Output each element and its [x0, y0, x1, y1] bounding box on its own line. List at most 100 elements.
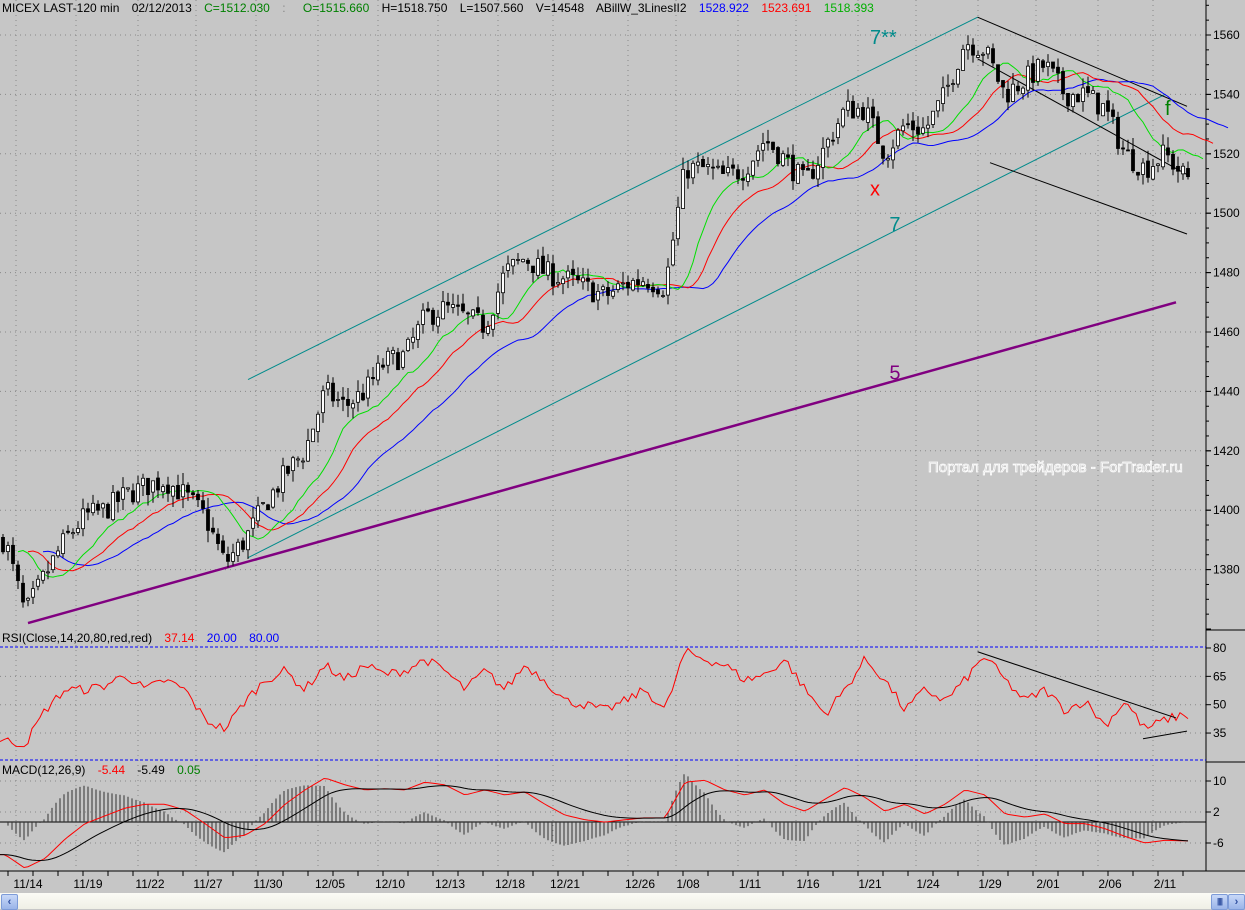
candle	[941, 87, 945, 104]
x-tick-label: 12/18	[495, 877, 525, 891]
trendline	[247, 93, 1166, 559]
candle	[931, 110, 935, 125]
candle	[131, 490, 135, 503]
candle	[206, 509, 210, 531]
candle	[691, 162, 695, 179]
candle	[776, 147, 780, 165]
candle	[221, 540, 225, 553]
candle	[461, 303, 465, 312]
candle	[491, 314, 495, 330]
candle	[1076, 94, 1080, 103]
candle	[441, 301, 445, 320]
candle	[1091, 90, 1095, 94]
candle	[816, 164, 820, 180]
candle	[526, 259, 530, 264]
x-tick-label: 11/22	[135, 877, 164, 891]
price-tick-label: 1400	[1213, 503, 1240, 517]
candle	[31, 588, 35, 598]
candle	[1181, 165, 1185, 175]
price-tick-label: 1460	[1213, 325, 1240, 339]
candle	[231, 552, 235, 562]
candle	[996, 64, 1000, 82]
candle	[676, 206, 680, 240]
candle	[761, 143, 765, 151]
candle	[391, 349, 395, 355]
price-tick-label: 1480	[1213, 266, 1240, 280]
candle	[136, 483, 140, 503]
close-value: C=1512.030	[204, 1, 270, 15]
x-tick-label: 12/13	[435, 877, 465, 891]
candle	[106, 503, 110, 519]
signal-line	[0, 785, 1189, 861]
chevron-left-icon[interactable]: ‹	[1, 894, 18, 910]
low-value: L=1507.560	[459, 1, 524, 15]
candle	[311, 428, 315, 443]
candle	[1141, 162, 1145, 175]
candle	[171, 486, 175, 497]
candle	[1036, 59, 1040, 82]
candle	[961, 48, 965, 71]
candle	[861, 107, 865, 120]
candle	[51, 555, 55, 571]
candle	[916, 126, 920, 135]
rsi-value: 37.14	[164, 631, 195, 645]
candle	[156, 477, 160, 491]
candle	[976, 54, 980, 58]
candle	[1106, 100, 1110, 112]
price-tick-label: 1500	[1213, 206, 1240, 220]
candle	[1116, 116, 1120, 149]
candle	[536, 258, 540, 276]
candle	[1071, 94, 1075, 108]
candle	[991, 48, 995, 64]
chart-annotation: 7	[889, 214, 900, 236]
macd-tick-label: 10	[1213, 774, 1227, 788]
horizontal-scrollbar[interactable]: ‹ |||| ›	[0, 893, 1245, 910]
candle	[1021, 87, 1025, 95]
candle	[241, 540, 245, 550]
trendline	[989, 162, 1188, 235]
candle	[471, 309, 475, 317]
candle	[581, 277, 585, 283]
date: 02/12/2013	[131, 1, 192, 15]
green-line-value: 1518.393	[823, 1, 874, 15]
candle	[511, 259, 515, 267]
candle	[566, 270, 570, 279]
candle	[1121, 147, 1125, 150]
candle	[361, 392, 365, 401]
candle	[126, 487, 130, 490]
candle	[476, 307, 480, 313]
chart-annotation: 5	[889, 363, 900, 385]
candle	[851, 100, 855, 119]
candle	[591, 282, 595, 303]
rsi-low: 20.00	[206, 631, 237, 645]
candle	[826, 138, 830, 148]
candle	[176, 484, 180, 500]
candle	[986, 46, 990, 55]
chevron-right-icon[interactable]: ›	[1228, 894, 1245, 910]
candle	[866, 107, 870, 123]
candle	[1046, 61, 1050, 68]
candle	[871, 106, 875, 119]
candle	[276, 488, 280, 493]
candle	[971, 44, 975, 56]
candle	[766, 141, 770, 144]
candle	[746, 173, 750, 182]
candle	[296, 458, 300, 461]
candle	[301, 460, 305, 463]
price-trendlines	[27, 16, 1188, 625]
candle	[61, 533, 65, 554]
candle	[946, 84, 950, 87]
candle	[266, 504, 270, 511]
candle	[696, 161, 700, 166]
candle	[16, 564, 20, 582]
grip-icon[interactable]: ||||	[1211, 894, 1228, 910]
x-tick-label: 12/26	[625, 877, 655, 891]
candle	[261, 502, 265, 504]
candle	[616, 283, 620, 290]
candle	[211, 527, 215, 533]
candle	[651, 286, 655, 293]
rsi-tick-label: 80	[1213, 641, 1227, 655]
candle	[1146, 160, 1150, 178]
candle	[716, 165, 720, 168]
